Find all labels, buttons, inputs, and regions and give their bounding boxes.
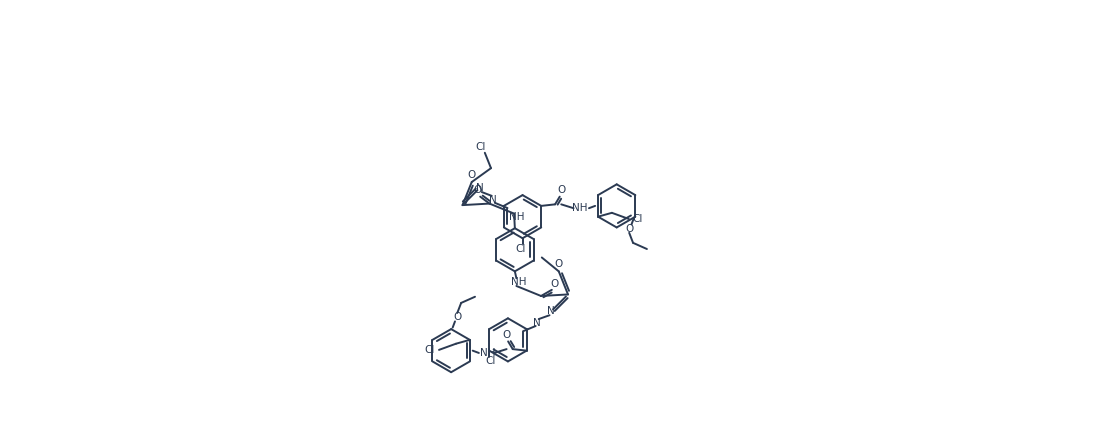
Text: O: O [555, 259, 563, 269]
Text: N: N [533, 318, 541, 328]
Text: O: O [473, 185, 482, 195]
Text: NH: NH [509, 213, 524, 222]
Text: O: O [551, 279, 559, 289]
Text: N: N [476, 183, 484, 193]
Text: O: O [453, 312, 462, 322]
Text: Cl: Cl [476, 141, 486, 152]
Text: O: O [502, 330, 511, 340]
Text: Cl: Cl [633, 214, 643, 224]
Text: Cl: Cl [425, 345, 434, 355]
Text: NH: NH [511, 277, 527, 287]
Text: N: N [489, 195, 497, 205]
Text: NH: NH [572, 203, 588, 213]
Text: Cl: Cl [486, 357, 496, 366]
Text: O: O [625, 224, 633, 234]
Text: O: O [557, 185, 565, 196]
Text: Cl: Cl [516, 244, 527, 254]
Text: O: O [467, 170, 476, 180]
Text: N: N [547, 306, 555, 317]
Text: NH: NH [480, 348, 496, 358]
